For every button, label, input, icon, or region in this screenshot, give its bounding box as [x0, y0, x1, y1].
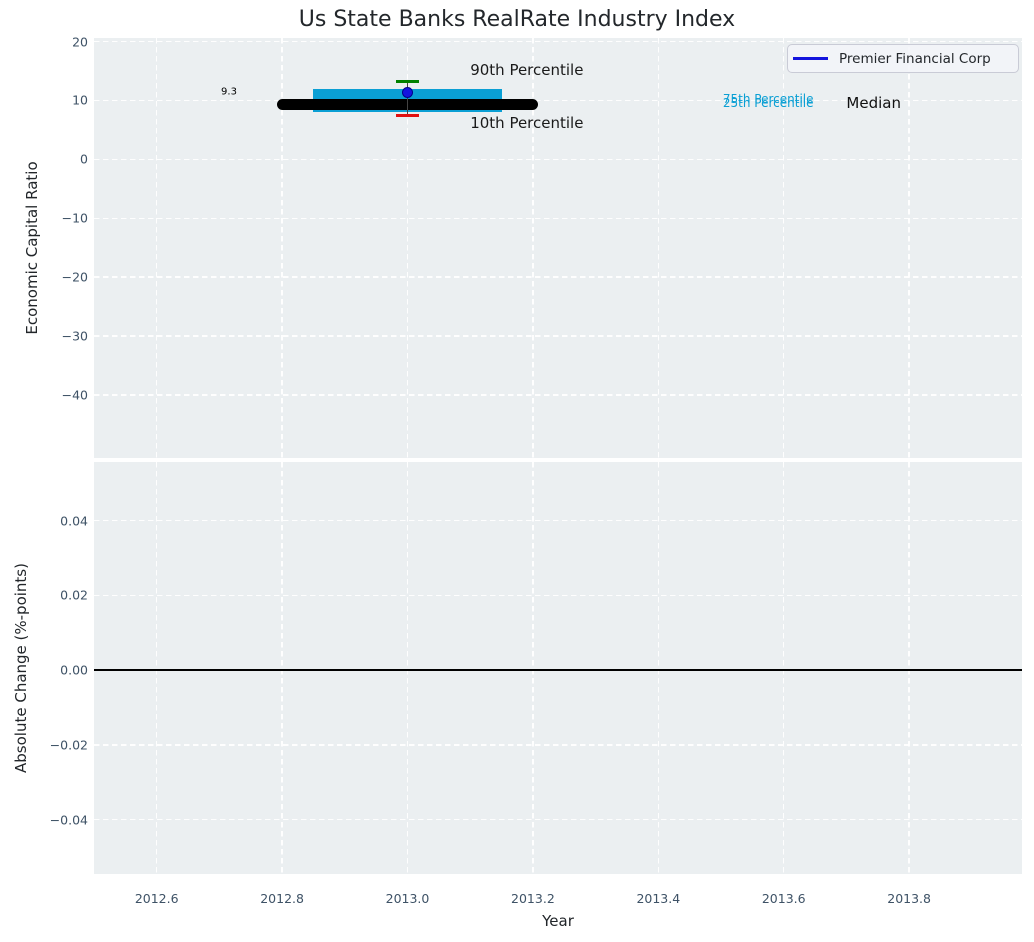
x-tick-label: 2013.4	[636, 891, 681, 906]
x-gridline	[783, 38, 785, 458]
x-tick-label: 2013.8	[887, 891, 931, 906]
x-gridline	[908, 38, 910, 458]
x-gridline	[657, 462, 659, 874]
annotation-10th-percentile: 10th Percentile	[470, 114, 584, 133]
x-gridline	[908, 462, 910, 874]
x-tick-label: 2013.0	[385, 891, 430, 906]
y-gridline	[94, 594, 1022, 597]
y-tick-label: 0.04	[60, 513, 88, 529]
x-gridline	[406, 462, 409, 874]
x-tick-label: 2012.6	[134, 891, 179, 906]
p90-cap	[396, 79, 419, 84]
x-tick-label: 2012.8	[260, 891, 304, 906]
y-axis-label-top: Economic Capital Ratio	[23, 161, 41, 335]
y-tick-label: 10	[72, 92, 88, 108]
x-axis-label: Year	[542, 912, 574, 930]
annotation-median: Median	[846, 94, 901, 113]
annotation-90th-percentile: 90th Percentile	[470, 61, 584, 80]
zero-reference-line	[94, 669, 1022, 672]
y-gridline	[94, 519, 1022, 522]
y-tick-label: −40	[61, 387, 88, 403]
y-tick-label: −0.02	[49, 737, 88, 753]
y-tick-label: −30	[61, 328, 88, 344]
x-gridline	[156, 462, 158, 874]
whisker-line	[406, 81, 409, 116]
y-gridline	[94, 40, 1022, 43]
p10-cap	[396, 113, 419, 117]
x-gridline	[532, 38, 534, 458]
y-gridline	[94, 335, 1022, 337]
x-gridline	[657, 38, 659, 458]
x-tick-label: 2013.2	[511, 891, 555, 906]
x-gridline	[281, 38, 283, 458]
y-tick-label: 0.02	[60, 587, 88, 603]
y-gridline	[94, 99, 1022, 102]
y-tick-label: −10	[61, 210, 88, 226]
legend-label: Premier Financial Corp	[839, 50, 991, 67]
y-tick-label: 0.00	[60, 662, 88, 678]
annotation-25th-percentile: 25th Percentile	[722, 95, 814, 110]
x-gridline	[532, 462, 534, 874]
y-gridline	[94, 217, 1022, 219]
company-marker-premier-financial-corp	[402, 86, 413, 98]
annotation-75th-percentile: 75th Percentile	[722, 91, 814, 106]
y-gridline	[94, 158, 1022, 161]
y-tick-label: 20	[72, 34, 88, 50]
legend: Premier Financial Corp	[787, 44, 1019, 73]
annotation-9-3: 9.3	[221, 86, 237, 98]
legend-line-icon	[793, 56, 828, 61]
x-gridline	[406, 38, 409, 458]
x-gridline	[783, 462, 785, 874]
x-tick-label: 2013.6	[761, 891, 806, 906]
top-axes-economic-capital-ratio: 9.3 90th Percentile 10th Percentile 75th Pe…	[94, 38, 1022, 458]
x-gridline	[156, 38, 158, 458]
y-gridline	[94, 394, 1022, 396]
y-tick-label: −20	[61, 269, 88, 285]
y-gridline	[94, 276, 1022, 278]
x-gridline	[281, 462, 283, 874]
y-gridline	[94, 819, 1022, 821]
bottom-axes-absolute-change	[94, 462, 1022, 874]
y-tick-label: −0.04	[49, 812, 88, 828]
chart-title: Us State Banks RealRate Industry Index	[298, 7, 736, 32]
y-gridline	[94, 744, 1022, 746]
y-tick-label: 0	[80, 151, 88, 167]
